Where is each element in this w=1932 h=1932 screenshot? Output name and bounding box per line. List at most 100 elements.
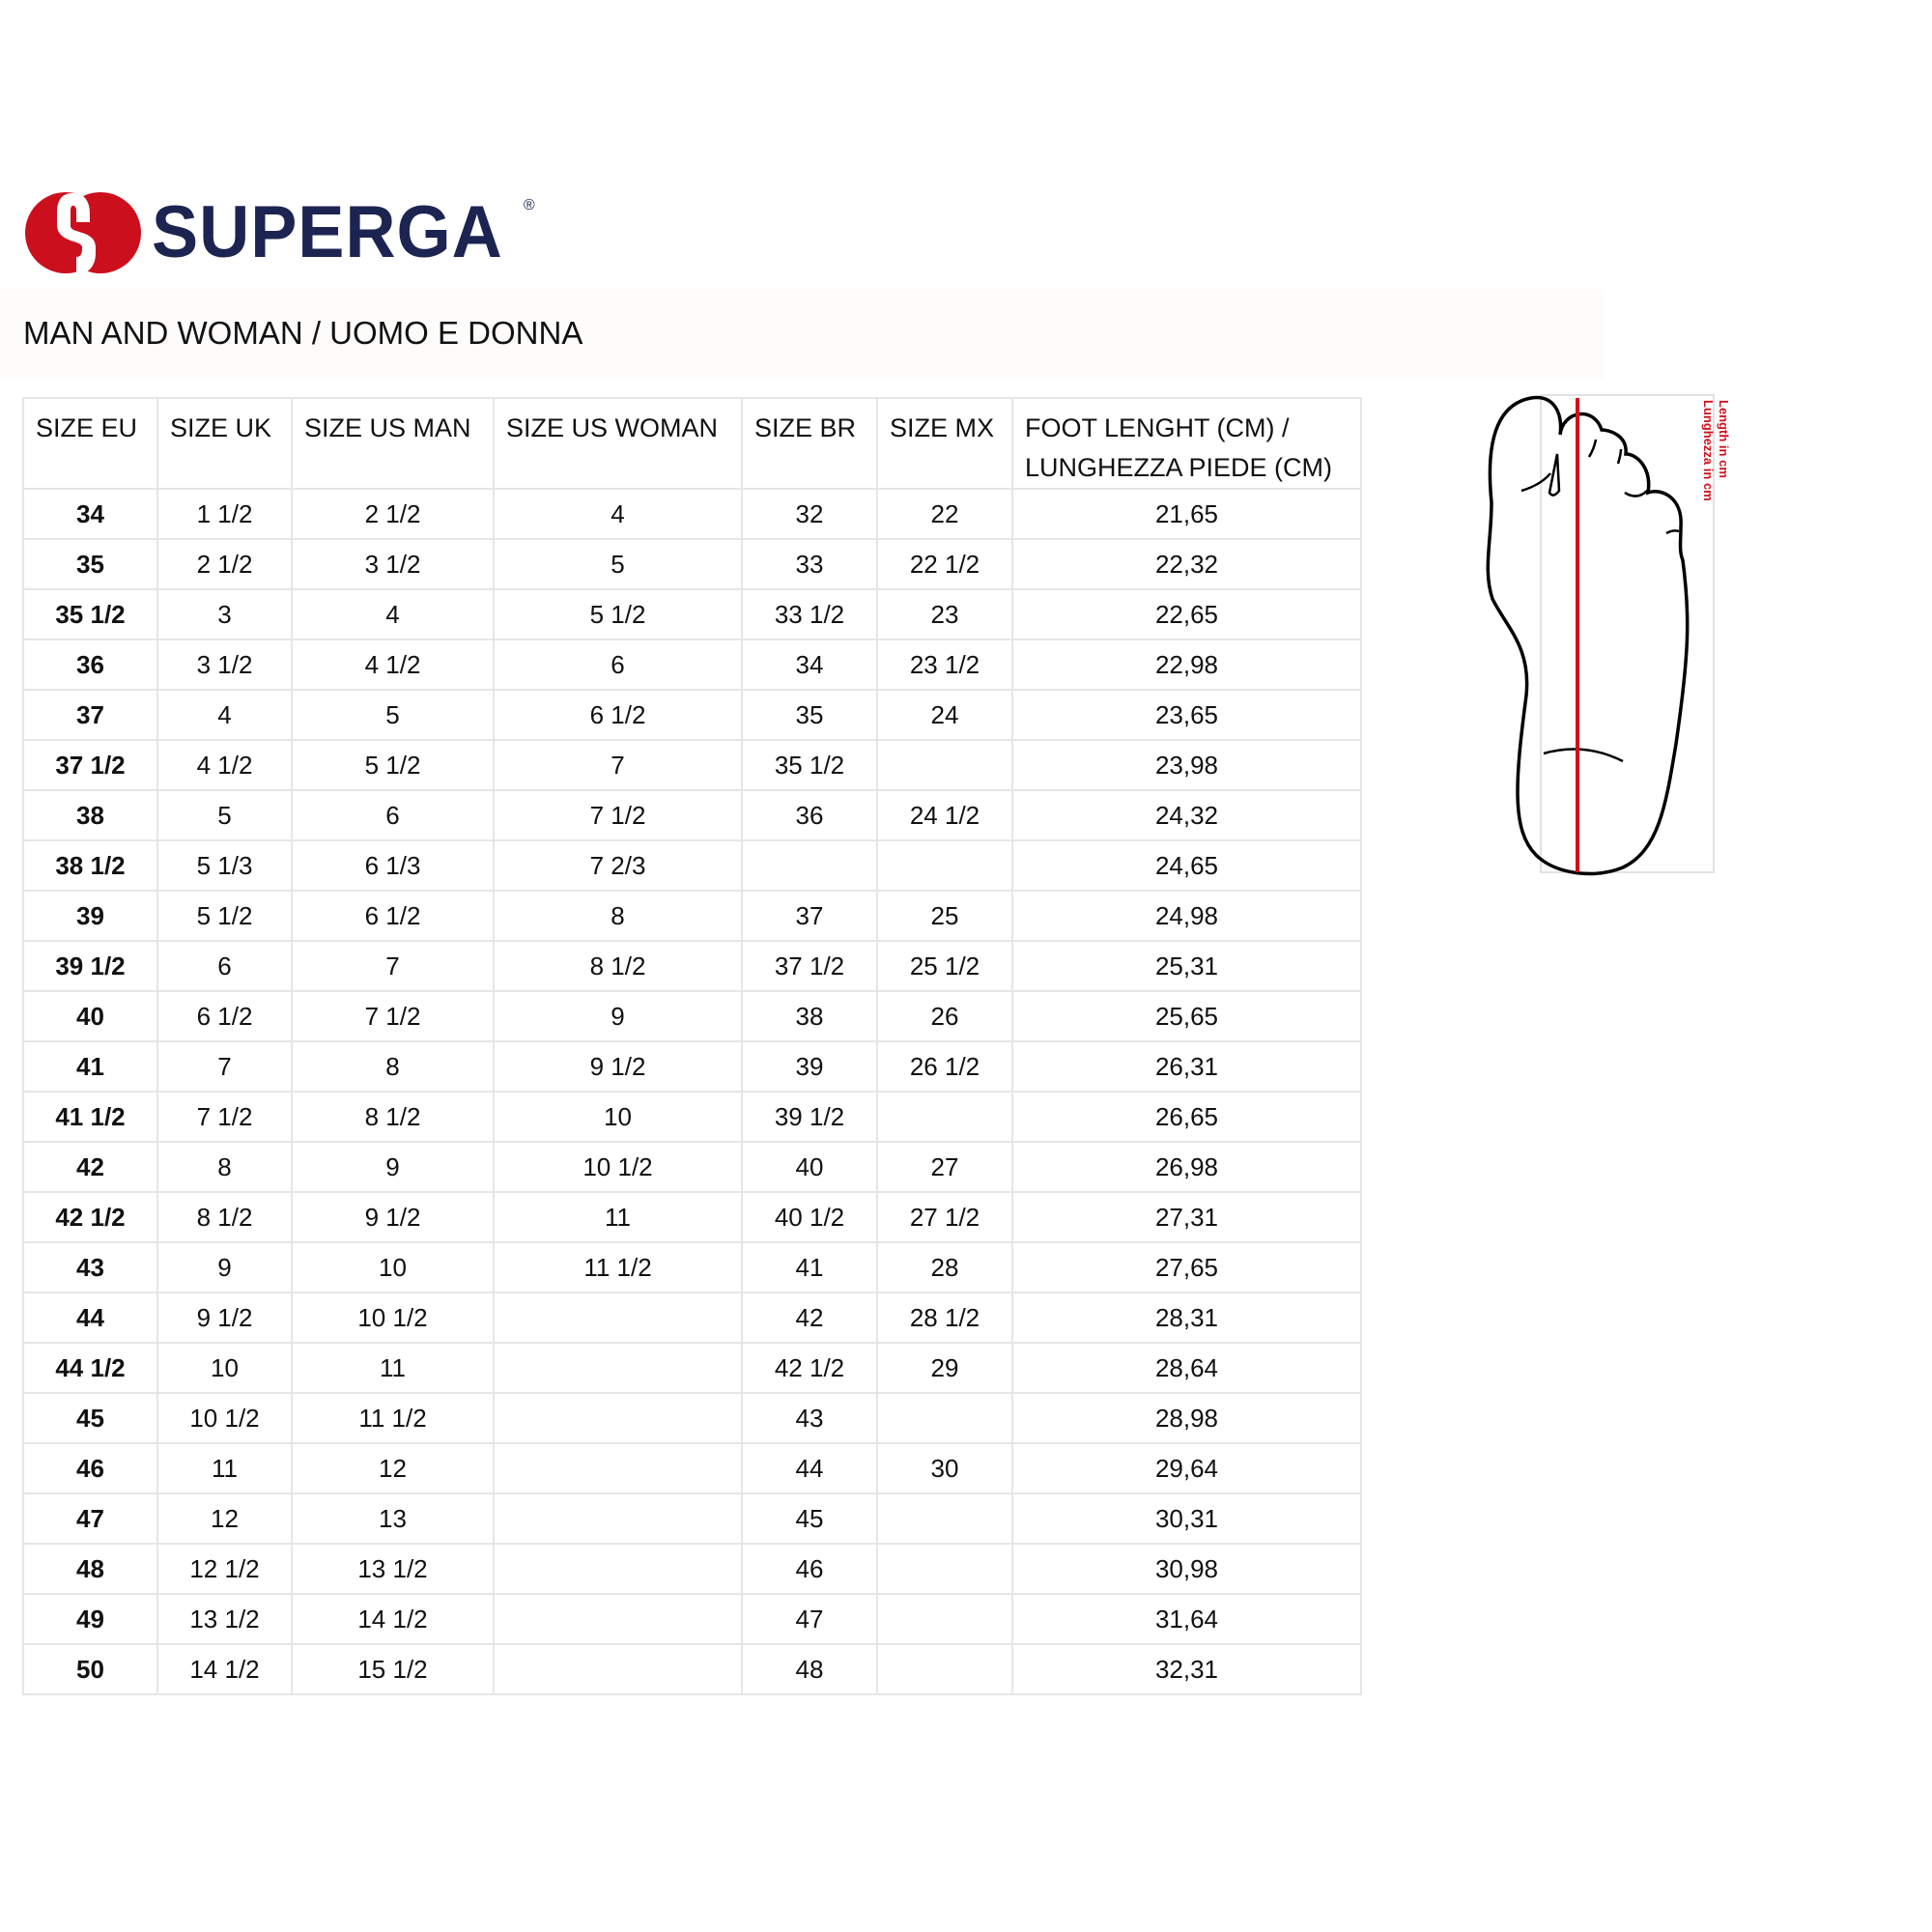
table-cell: 32,31: [1011, 1643, 1362, 1695]
table-cell: 35 1/2: [741, 739, 878, 791]
table-cell: 12 1/2: [156, 1543, 293, 1595]
table-row: 37 1/2 4 1/2 5 1/2 7 35 1/2 23,98: [22, 739, 1362, 791]
length-label-it: Lunghezza in cm: [1701, 400, 1716, 501]
length-label-en: Length in cm: [1717, 400, 1731, 478]
table-cell: 10: [493, 1091, 743, 1143]
table-cell: 11: [493, 1191, 743, 1243]
table-cell: 12: [156, 1492, 293, 1545]
table-cell: 10 1/2: [291, 1292, 495, 1344]
measure-box: [1540, 394, 1715, 873]
column-header: SIZE EU: [22, 397, 158, 490]
table-cell: 10: [291, 1241, 495, 1293]
table-cell: 4: [493, 488, 743, 540]
table-cell: 38: [741, 990, 878, 1042]
table-cell: 7 1/2: [291, 990, 495, 1042]
table-cell: 22 1/2: [876, 538, 1013, 590]
table-cell: 44: [741, 1442, 878, 1494]
table-cell: 35 1/2: [22, 588, 158, 640]
table-cell: 10 1/2: [493, 1141, 743, 1193]
table-cell: 28: [876, 1241, 1013, 1293]
table-cell: 7: [493, 739, 743, 791]
table-cell: 7 2/3: [493, 839, 743, 892]
table-cell: 28,31: [1011, 1292, 1362, 1344]
table-cell: 6: [291, 789, 495, 841]
table-cell: 36: [741, 789, 878, 841]
column-header: SIZE MX: [876, 397, 1013, 490]
table-cell: 37 1/2: [22, 739, 158, 791]
table-cell: 2 1/2: [291, 488, 495, 540]
table-row: 49 13 1/2 14 1/2 47 31,64: [22, 1593, 1362, 1645]
table-cell: 42: [22, 1141, 158, 1193]
table-cell: 11 1/2: [493, 1241, 743, 1293]
table-row: 46 11 12 44 30 29,64: [22, 1442, 1362, 1494]
table-cell: 23 1/2: [876, 639, 1013, 691]
table-cell: 14 1/2: [291, 1593, 495, 1645]
table-row: 38 1/2 5 1/3 6 1/3 7 2/3 24,65: [22, 839, 1362, 892]
table-cell: 8: [156, 1141, 293, 1193]
table-cell: 7: [291, 940, 495, 992]
table-cell: 42 1/2: [741, 1342, 878, 1394]
table-cell: 39: [741, 1040, 878, 1093]
table-cell: 47: [741, 1593, 878, 1645]
table-cell: 26,31: [1011, 1040, 1362, 1093]
table-cell: 4 1/2: [156, 739, 293, 791]
table-cell: 9 1/2: [291, 1191, 495, 1243]
table-cell: 41: [22, 1040, 158, 1093]
table-cell: 8 1/2: [156, 1191, 293, 1243]
table-cell: 24,98: [1011, 890, 1362, 942]
table-cell: 22,32: [1011, 538, 1362, 590]
table-cell: 1 1/2: [156, 488, 293, 540]
table-cell: 28,98: [1011, 1392, 1362, 1444]
table-cell: 22,65: [1011, 588, 1362, 640]
table-cell: 40: [22, 990, 158, 1042]
table-row: 44 1/2 10 11 42 1/2 29 28,64: [22, 1342, 1362, 1394]
table-cell: 39 1/2: [22, 940, 158, 992]
table-cell: [493, 1392, 743, 1444]
table-cell: 28,64: [1011, 1342, 1362, 1394]
table-cell: 32: [741, 488, 878, 540]
size-chart-table: SIZE EU SIZE UK SIZE US MAN SIZE US WOMAN SI…: [22, 397, 1362, 1695]
table-cell: 14 1/2: [156, 1643, 293, 1695]
table-cell: 48: [22, 1543, 158, 1595]
table-cell: 6 1/2: [156, 990, 293, 1042]
table-cell: 25 1/2: [876, 940, 1013, 992]
table-row: 39 5 1/2 6 1/2 8 37 25 24,98: [22, 890, 1362, 942]
brand-name: SUPERGA: [152, 191, 503, 273]
table-row: 34 1 1/2 2 1/2 4 32 22 21,65: [22, 488, 1362, 540]
table-cell: 40 1/2: [741, 1191, 878, 1243]
table-cell: 8 1/2: [291, 1091, 495, 1143]
table-cell: 11 1/2: [291, 1392, 495, 1444]
column-header: SIZE BR: [741, 397, 878, 490]
table-row: 35 2 1/2 3 1/2 5 33 22 1/2 22,32: [22, 538, 1362, 590]
table-cell: 29: [876, 1342, 1013, 1394]
table-cell: 44 1/2: [22, 1342, 158, 1394]
table-cell: 5: [493, 538, 743, 590]
table-row: 47 12 13 45 30,31: [22, 1492, 1362, 1545]
table-row: 45 10 1/2 11 1/2 43 28,98: [22, 1392, 1362, 1444]
table-cell: 9: [156, 1241, 293, 1293]
table-cell: [493, 1292, 743, 1344]
table-cell: 43: [22, 1241, 158, 1293]
table-cell: 27,65: [1011, 1241, 1362, 1293]
table-row: 37 4 5 6 1/2 35 24 23,65: [22, 689, 1362, 741]
foot-outline-icon: [1486, 395, 1690, 876]
table-cell: 41: [741, 1241, 878, 1293]
table-cell: 15 1/2: [291, 1643, 495, 1695]
table-cell: 4: [156, 689, 293, 741]
page-title: MAN AND WOMAN / UOMO E DONNA: [23, 315, 583, 351]
table-cell: 31,64: [1011, 1593, 1362, 1645]
table-cell: 25,65: [1011, 990, 1362, 1042]
table-cell: 23,65: [1011, 689, 1362, 741]
table-row: 38 5 6 7 1/2 36 24 1/2 24,32: [22, 789, 1362, 841]
table-cell: 7: [156, 1040, 293, 1093]
table-cell: 45: [22, 1392, 158, 1444]
table-cell: [876, 839, 1013, 892]
table-row: 42 8 9 10 1/2 40 27 26,98: [22, 1141, 1362, 1193]
table-cell: 6 1/3: [291, 839, 495, 892]
column-header: SIZE US WOMAN: [493, 397, 743, 490]
table-cell: 33: [741, 538, 878, 590]
table-cell: 26,65: [1011, 1091, 1362, 1143]
table-cell: 47: [22, 1492, 158, 1545]
table-cell: 5: [291, 689, 495, 741]
table-cell: 30: [876, 1442, 1013, 1494]
